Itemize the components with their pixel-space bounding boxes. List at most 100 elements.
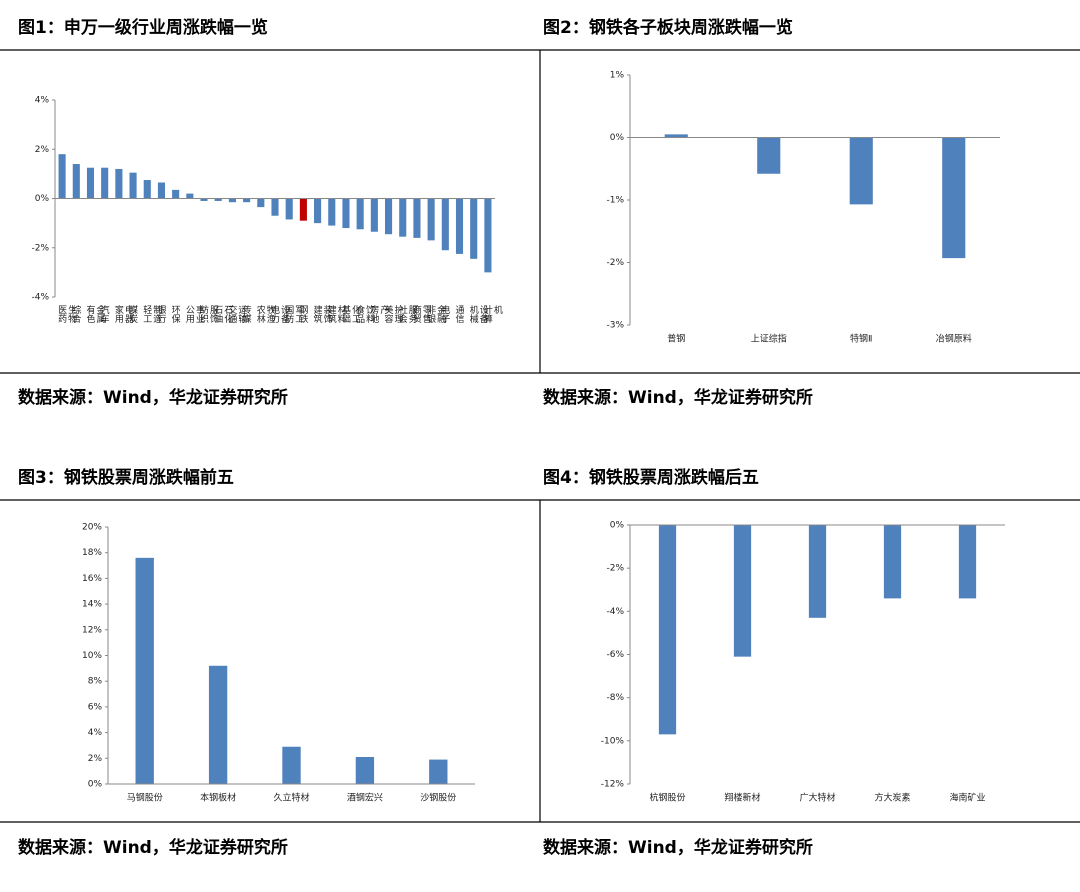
y-tick-label: 0% bbox=[35, 194, 50, 204]
x-tick-label: 公用事业 bbox=[183, 305, 204, 323]
bar bbox=[664, 134, 688, 138]
y-tick-label: -10% bbox=[601, 736, 625, 746]
y-tick-label: 4% bbox=[35, 96, 50, 106]
chart-title: 图2：钢铁各子板块周涨跌幅一览 bbox=[543, 17, 793, 38]
x-tick-label: 非银金融 bbox=[425, 305, 446, 323]
bar bbox=[355, 757, 375, 784]
bar bbox=[757, 137, 781, 174]
y-tick-label: -2% bbox=[606, 258, 624, 268]
bar bbox=[58, 154, 66, 199]
y-tick-label: 20% bbox=[82, 523, 102, 533]
x-tick-label: 杭钢股份 bbox=[649, 792, 685, 804]
x-tick-label: 综合 bbox=[70, 305, 81, 323]
bar bbox=[214, 198, 222, 201]
bar bbox=[143, 180, 151, 199]
x-tick-label: 家用电器 bbox=[112, 305, 133, 323]
bar bbox=[808, 525, 827, 618]
y-tick-label: -6% bbox=[606, 650, 624, 660]
y-tick-label: 10% bbox=[82, 651, 102, 661]
y-tick-label: 0% bbox=[610, 133, 625, 143]
bar bbox=[115, 168, 123, 199]
y-tick-label: 12% bbox=[82, 625, 102, 635]
bar bbox=[385, 198, 393, 235]
x-tick-label: 食品饮料 bbox=[354, 305, 375, 323]
y-tick-label: 8% bbox=[88, 677, 103, 687]
y-tick-label: 14% bbox=[82, 600, 102, 610]
y-tick-label: -12% bbox=[601, 780, 625, 790]
y-tick-label: 1% bbox=[610, 71, 625, 81]
y-tick-label: -3% bbox=[606, 321, 624, 331]
bar bbox=[484, 198, 492, 273]
x-tick-label: 特钢Ⅱ bbox=[850, 333, 872, 345]
y-tick-label: -8% bbox=[606, 693, 624, 703]
x-tick-label: 沙钢股份 bbox=[420, 792, 456, 804]
y-tick-label: 0% bbox=[88, 780, 103, 790]
x-tick-label: 通信 bbox=[453, 305, 464, 323]
bar bbox=[399, 198, 407, 237]
bar bbox=[208, 665, 228, 784]
bar bbox=[427, 198, 435, 241]
bar bbox=[658, 525, 677, 735]
y-tick-label: -1% bbox=[606, 196, 624, 206]
x-tick-label: 翔楼新材 bbox=[724, 792, 760, 804]
x-tick-label: 计算机 bbox=[481, 305, 502, 323]
x-tick-label: 马钢股份 bbox=[127, 792, 163, 804]
bar bbox=[370, 198, 378, 232]
x-tick-label: 汽车 bbox=[98, 305, 109, 323]
y-tick-label: 0% bbox=[610, 521, 625, 531]
bar bbox=[470, 198, 478, 259]
x-tick-label: 房地产 bbox=[368, 305, 389, 323]
x-tick-label: 美容护理 bbox=[382, 305, 403, 323]
bar bbox=[200, 198, 208, 201]
x-tick-label: 广大特材 bbox=[799, 792, 835, 804]
y-tick-label: 16% bbox=[82, 574, 102, 584]
x-tick-label: 农林牧渔 bbox=[254, 305, 275, 323]
chart-title: 图1：申万一级行业周涨跌幅一览 bbox=[18, 17, 268, 38]
bar bbox=[314, 198, 322, 224]
x-tick-label: 电子 bbox=[439, 305, 450, 323]
x-tick-label: 有色金属 bbox=[84, 305, 105, 323]
bar bbox=[282, 746, 301, 784]
x-tick-label: 建筑装饰 bbox=[311, 305, 332, 323]
x-tick-label: 国防军工 bbox=[283, 305, 304, 323]
y-tick-label: 2% bbox=[35, 145, 50, 155]
bar bbox=[285, 198, 293, 220]
x-tick-label: 基础化工 bbox=[339, 305, 360, 323]
bar bbox=[342, 198, 350, 229]
bar bbox=[429, 759, 448, 784]
x-tick-label: 久立特材 bbox=[273, 792, 309, 804]
y-tick-label: -4% bbox=[606, 607, 624, 617]
x-tick-label: 医药生物 bbox=[56, 305, 77, 323]
bar bbox=[942, 137, 966, 259]
bar bbox=[883, 525, 902, 599]
source-note: 数据来源：Wind，华龙证券研究所 bbox=[18, 387, 288, 408]
y-tick-label: 18% bbox=[82, 548, 102, 558]
x-tick-label: 石油石化 bbox=[212, 305, 233, 323]
y-tick-label: -4% bbox=[31, 293, 49, 303]
x-tick-label: 冶钢原料 bbox=[936, 333, 972, 345]
x-tick-label: 海南矿业 bbox=[949, 792, 985, 804]
source-note: 数据来源：Wind，华龙证券研究所 bbox=[18, 837, 288, 858]
x-tick-label: 酒钢宏兴 bbox=[347, 792, 383, 804]
y-tick-label: 2% bbox=[88, 754, 103, 764]
bar bbox=[299, 198, 307, 221]
chart-title: 图3：钢铁股票周涨跌幅前五 bbox=[18, 467, 234, 488]
x-tick-label: 商贸零售 bbox=[410, 305, 431, 323]
bar bbox=[172, 189, 180, 199]
bar bbox=[101, 167, 109, 199]
bar bbox=[86, 167, 95, 199]
bar bbox=[243, 198, 251, 203]
bar bbox=[135, 557, 154, 784]
bar bbox=[328, 198, 336, 226]
x-tick-label: 电力设备 bbox=[269, 305, 289, 323]
x-tick-label: 上证综指 bbox=[751, 333, 787, 345]
chart-title: 图4：钢铁股票周涨跌幅后五 bbox=[543, 467, 759, 488]
y-tick-label: 6% bbox=[88, 702, 103, 712]
bar bbox=[186, 193, 194, 199]
x-tick-label: 轻工制造 bbox=[141, 305, 162, 323]
source-note: 数据来源：Wind，华龙证券研究所 bbox=[543, 837, 813, 858]
x-tick-label: 纺织服饰 bbox=[198, 305, 219, 323]
bar bbox=[849, 137, 873, 205]
x-tick-label: 银行 bbox=[155, 305, 166, 323]
